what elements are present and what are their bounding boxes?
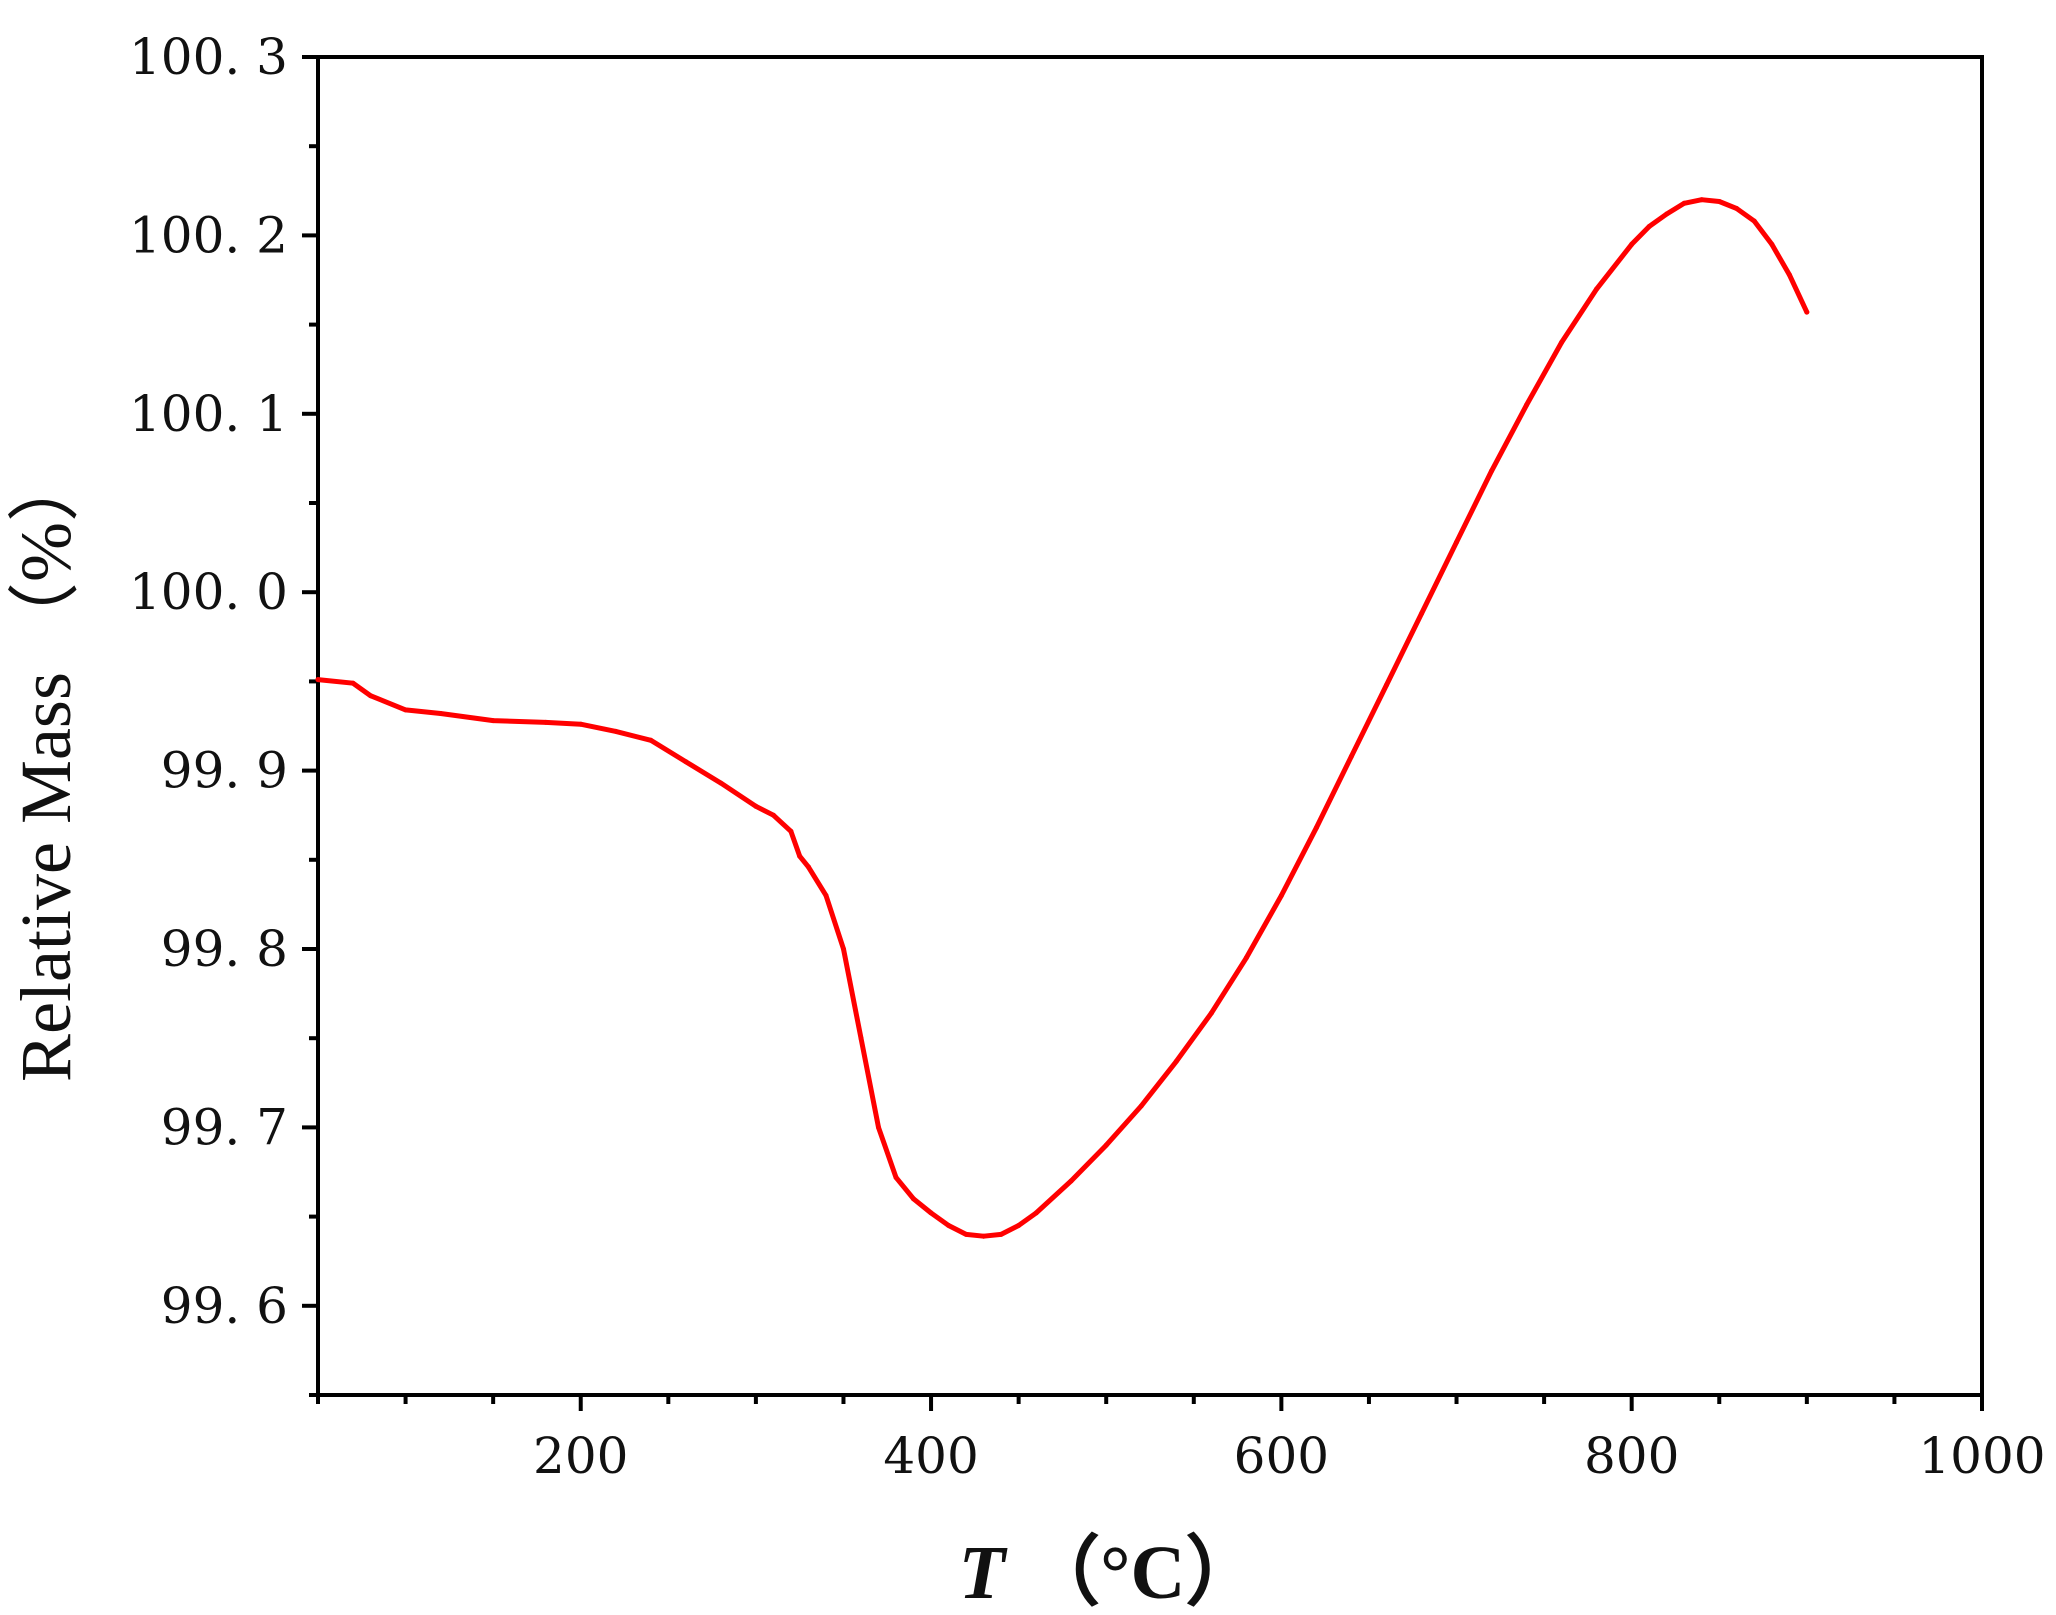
data-point — [1348, 753, 1354, 759]
y-axis-tick-labels: 99. 6 99. 7 99. 8 99. 9 100. 0 100. 1 100. 2 10… — [129, 28, 288, 1335]
data-point — [438, 711, 444, 716]
data-point — [368, 693, 373, 699]
data-point — [490, 718, 496, 724]
x-axis-unit: （°C） — [1024, 1531, 1261, 1615]
data-point — [1103, 1142, 1109, 1148]
data-point — [1419, 611, 1424, 617]
data-point — [1594, 286, 1600, 292]
x-tick-label: 400 — [883, 1427, 978, 1485]
y-tick-label: 100. 1 — [129, 385, 288, 443]
data-point — [683, 759, 689, 765]
data-point — [1243, 955, 1249, 961]
data-point — [1751, 218, 1757, 224]
x-axis-tick-labels: 200 400 600 800 1000 — [533, 1427, 2046, 1485]
data-point — [1068, 1178, 1074, 1184]
data-point — [797, 853, 803, 859]
y-tick-label: 100. 0 — [129, 563, 288, 621]
data-point — [928, 1210, 934, 1216]
data-point — [981, 1233, 987, 1239]
data-point — [1489, 468, 1495, 474]
data-point — [858, 1035, 864, 1041]
data-point — [1384, 682, 1389, 688]
data-point — [770, 812, 776, 818]
data-point — [1786, 272, 1792, 278]
data-point — [1208, 1010, 1214, 1016]
y-tick-label: 100. 3 — [129, 28, 288, 86]
data-point — [613, 728, 619, 734]
data-point — [1278, 893, 1284, 898]
data-point — [911, 1196, 916, 1202]
data-point — [1559, 339, 1565, 345]
data-point — [1454, 539, 1459, 545]
data-point — [648, 737, 654, 743]
data-point — [1173, 1058, 1179, 1064]
data-point — [315, 677, 321, 683]
y-tick-label: 99. 6 — [161, 1277, 288, 1335]
data-point — [1769, 241, 1775, 247]
y-axis-title: Relative Mass （%） — [6, 450, 86, 1082]
x-tick-label: 1000 — [1918, 1427, 2045, 1485]
data-point — [1033, 1210, 1039, 1216]
data-point — [1716, 199, 1722, 204]
x-tick-label: 600 — [1234, 1427, 1329, 1485]
y-tick-label: 99. 7 — [161, 1098, 288, 1156]
x-tick-label: 200 — [533, 1427, 628, 1485]
data-point — [1804, 309, 1810, 315]
relative-mass-series-points — [315, 197, 1810, 1239]
data-point — [403, 707, 409, 713]
y-tick-label: 99. 9 — [161, 742, 288, 800]
data-point — [1734, 206, 1740, 212]
y-axis-ticks — [302, 55, 318, 1397]
data-point — [893, 1174, 899, 1180]
data-point — [718, 780, 724, 786]
y-tick-label: 99. 8 — [161, 920, 288, 978]
x-axis-title: T （°C） — [959, 1531, 1262, 1615]
data-point — [578, 721, 584, 727]
x-tick-label: 800 — [1584, 1427, 1679, 1485]
data-point — [998, 1231, 1004, 1237]
y-tick-label: 100. 2 — [129, 206, 288, 264]
data-point — [1646, 224, 1652, 229]
data-point — [350, 680, 356, 686]
data-point — [1138, 1103, 1144, 1109]
data-point — [841, 946, 846, 952]
data-point — [1699, 197, 1705, 203]
data-point — [788, 828, 794, 834]
x-axis-symbol: T — [959, 1531, 1008, 1615]
data-point — [963, 1231, 969, 1237]
data-point — [946, 1223, 952, 1228]
data-point — [823, 893, 829, 898]
data-point — [1681, 200, 1687, 206]
data-point — [1524, 402, 1530, 408]
data-point — [1629, 241, 1635, 247]
data-point — [543, 719, 549, 725]
x-axis-ticks — [316, 1395, 1984, 1411]
data-point — [805, 864, 811, 870]
data-point — [1016, 1223, 1022, 1228]
data-point — [876, 1124, 881, 1130]
data-point — [1313, 825, 1319, 831]
plot-area-frame — [316, 55, 1984, 1397]
data-point — [1664, 211, 1670, 217]
data-point — [753, 803, 759, 809]
